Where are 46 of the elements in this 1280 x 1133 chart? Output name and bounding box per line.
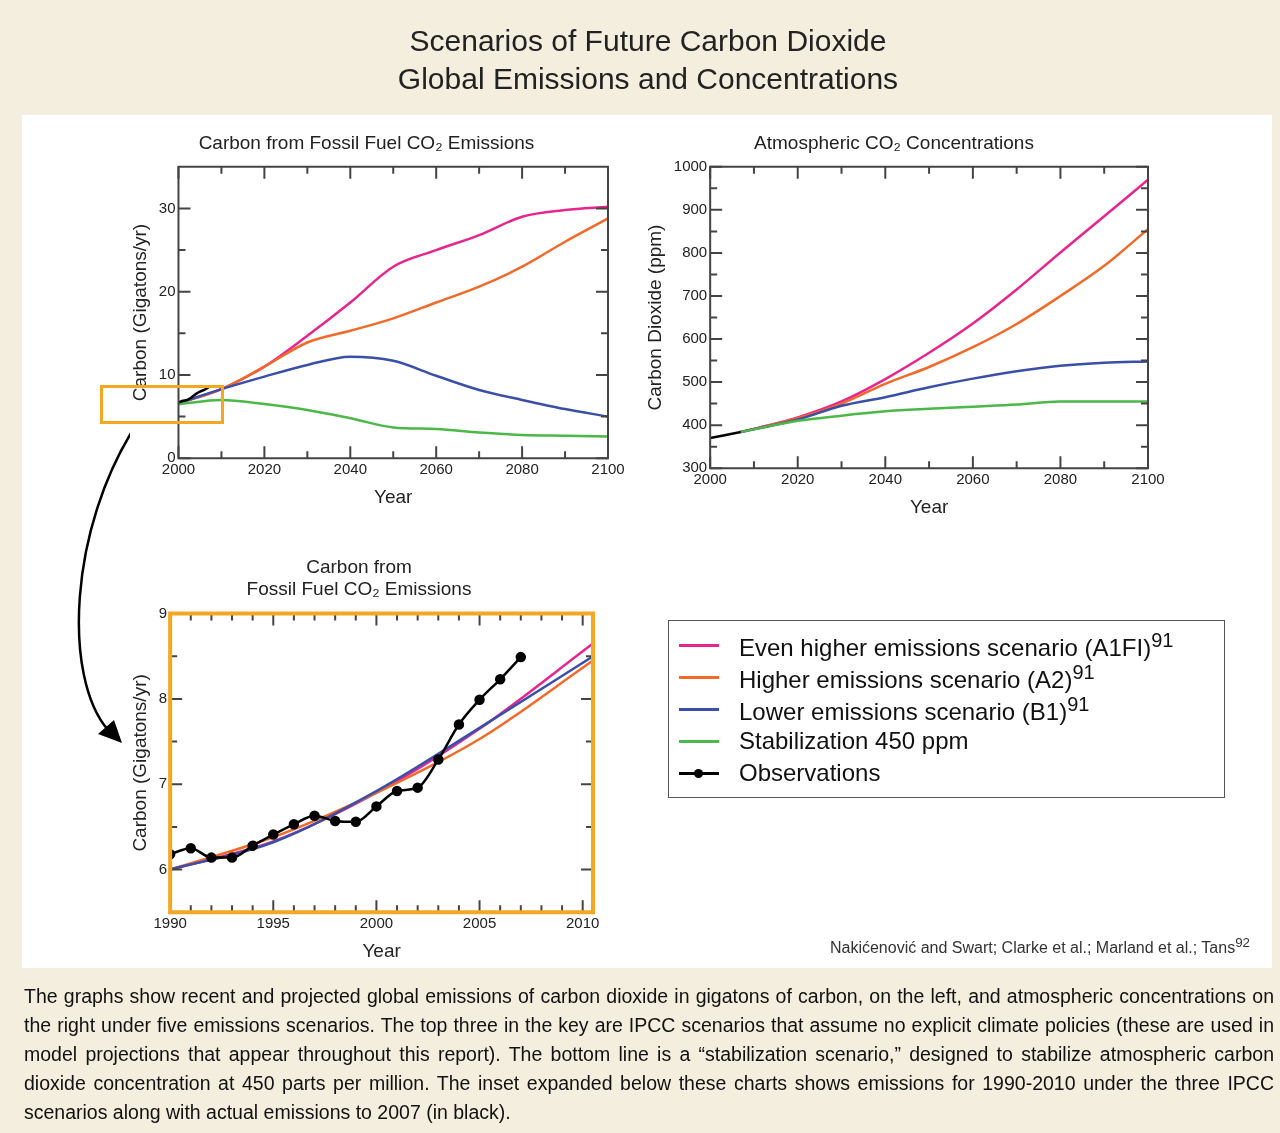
legend-label: Stabilization 450 ppm — [739, 727, 969, 755]
x-tick-label: 2100 — [1131, 470, 1165, 488]
x-tick-label: 2060 — [956, 470, 990, 488]
legend-label: Even higher emissions scenario (A1FI)$^{91}$ — [739, 628, 1174, 662]
x-axis-title: Year — [362, 939, 402, 961]
y-tick-label: 800 — [682, 243, 708, 261]
x-tick-label: 2000 — [359, 914, 394, 932]
y-tick-label: 7 — [158, 774, 168, 792]
y-tick-label: 500 — [682, 372, 708, 390]
y-tick-label: 6 — [158, 859, 168, 877]
x-axis-title: Year — [909, 495, 949, 517]
x-tick-label: 2100 — [591, 460, 625, 478]
text: Scenarios of Future Carbon Dioxide Global Emissions and Concentrations — [396, 23, 900, 97]
x-tick-label: 1990 — [153, 914, 187, 932]
y-tick-label: 9 — [158, 603, 168, 621]
x-tick-label: 2010 — [566, 914, 600, 932]
x-tick-label: 2020 — [247, 460, 282, 478]
y-tick-label: 400 — [682, 415, 708, 433]
legend-label: Observations — [739, 759, 881, 787]
y-tick-label: 20 — [158, 281, 176, 299]
chart-title: Carbon from Fossil Fuel CO₂ Emissions — [198, 131, 535, 153]
x-axis-title: Year — [374, 485, 414, 507]
x-tick-label: 2080 — [505, 460, 539, 478]
legend-label: Higher emissions scenario (A2)$^{91}$ — [739, 660, 1095, 694]
chart-title: Atmospheric CO₂ Concentrations — [754, 131, 1034, 153]
y-tick-label: 900 — [682, 200, 708, 217]
y-tick-label: 10 — [158, 365, 176, 383]
text: Nakićenović and Swart; Clarke et al.; Marland et al.; Tans$^{92}$ — [829, 935, 1250, 958]
y-axis-title: Carbon (Gigatons/yr) — [128, 674, 150, 852]
x-tick-label: 2020 — [781, 470, 815, 488]
x-tick-label: 2040 — [868, 470, 902, 488]
y-tick-label: 8 — [158, 689, 168, 707]
chart-title: Carbon from Fossil Fuel CO₂ Emissions — [246, 555, 472, 600]
y-axis-title: Carbon Dioxide (ppm) — [643, 224, 665, 411]
y-tick-label: 600 — [682, 329, 708, 347]
x-tick-label: 2005 — [462, 914, 497, 932]
y-tick-label: 1000 — [673, 156, 708, 174]
x-tick-label: 1995 — [256, 914, 290, 932]
y-axis-title: Carbon (Gigatons/yr) — [128, 223, 150, 402]
x-tick-label: 2040 — [333, 460, 367, 478]
legend-label: Lower emissions scenario (B1)$^{91}$ — [739, 692, 1090, 726]
y-tick-label: 30 — [158, 198, 176, 216]
x-tick-label: 2060 — [419, 460, 453, 478]
y-tick-label: 700 — [682, 286, 708, 304]
x-tick-label: 2080 — [1043, 470, 1078, 488]
text: The graphs show recent and projected global emissions of carbon dioxide in gigatons of carbon, on the left, and atmospheric concentrations on the right under five emissions scenarios. The top three in the key are IPCC scenarios that assume no explicit climate policies (these are used in model projections that appear throughout this report). The bottom line is a “stabilization scenario,” designed to stabilize atmospheric carbon dioxide concentration at 450 parts per million. The inset expanded below these charts shows emissions for 1990-2010 under the three IPCC scenarios along with actual emissions to 2007 (in black). — [24, 984, 1274, 1125]
